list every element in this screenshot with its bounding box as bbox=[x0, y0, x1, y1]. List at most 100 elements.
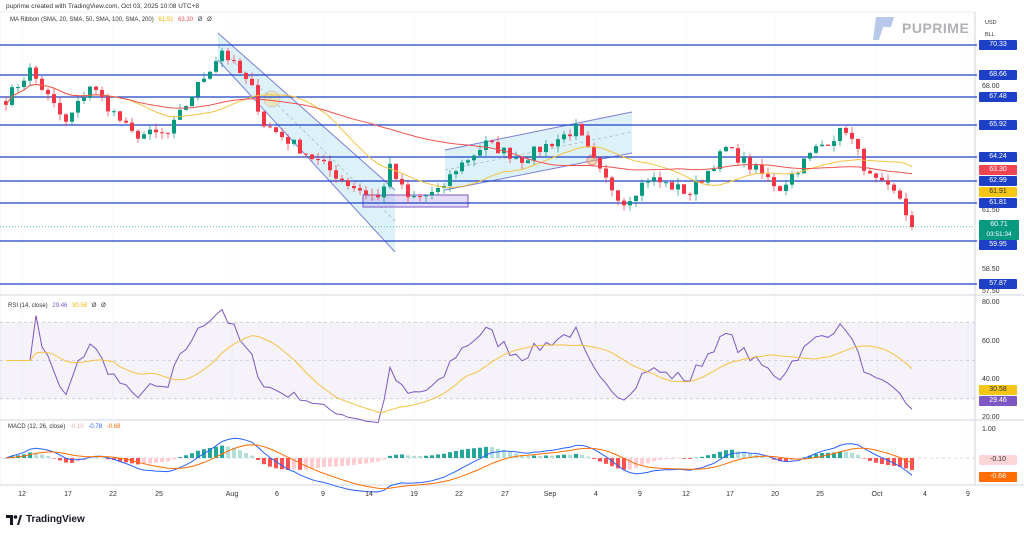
level-tag: 59.95 bbox=[979, 240, 1017, 250]
macd-histogram-bar bbox=[802, 457, 806, 458]
candle-down bbox=[778, 186, 782, 192]
macd-histogram-bar bbox=[34, 452, 38, 458]
time-axis-label: 27 bbox=[501, 491, 509, 498]
candle-up bbox=[28, 67, 32, 81]
rsi-tag: 29.46 bbox=[979, 396, 1017, 406]
candle-down bbox=[520, 157, 524, 163]
macd-histogram-bar bbox=[178, 457, 182, 458]
candle-up bbox=[412, 195, 416, 198]
macd-histogram-bar bbox=[94, 457, 98, 459]
macd-histogram-bar bbox=[904, 458, 908, 469]
candle-down bbox=[772, 177, 776, 187]
candle-down bbox=[406, 184, 410, 198]
macd-histogram-bar bbox=[376, 458, 380, 462]
macd-histogram-bar bbox=[910, 458, 914, 471]
time-axis-label: Sep bbox=[543, 491, 557, 498]
candle-up bbox=[460, 162, 464, 172]
time-axis-label: 9 bbox=[321, 491, 325, 498]
macd-legend[interactable]: MACD (12, 26, close) -0.10 -0.78 -0.68 bbox=[8, 424, 120, 430]
rsi-axis-label: 40.00 bbox=[982, 376, 1000, 383]
candle-up bbox=[562, 134, 566, 140]
candle-down bbox=[376, 195, 380, 198]
macd-histogram-bar bbox=[418, 455, 422, 458]
macd-histogram-bar bbox=[124, 458, 128, 463]
candle-down bbox=[598, 157, 602, 169]
macd-histogram-bar bbox=[448, 452, 452, 458]
candle-down bbox=[4, 101, 8, 105]
macd-histogram-bar bbox=[196, 450, 200, 458]
candle-up bbox=[472, 155, 476, 161]
macd-histogram-bar bbox=[502, 449, 506, 458]
time-axis-label: 20 bbox=[771, 491, 779, 498]
macd-histogram-bar bbox=[310, 458, 314, 469]
ma-ribbon-legend[interactable]: MA Ribbon (SMA, 20, SMA, 50, SMA, 100, S… bbox=[10, 17, 212, 23]
macd-histogram-bar bbox=[52, 458, 56, 459]
currency-unit[interactable]: USD BLL bbox=[985, 17, 997, 41]
macd-histogram-bar bbox=[748, 453, 752, 458]
candle-up bbox=[454, 171, 458, 175]
candle-down bbox=[538, 146, 542, 153]
candle-down bbox=[580, 123, 584, 136]
time-axis-label: Oct bbox=[871, 491, 883, 498]
macd-histogram-bar bbox=[556, 455, 560, 458]
macd-histogram-bar bbox=[208, 447, 212, 458]
candle-down bbox=[106, 97, 110, 112]
level-tag: 64.24 bbox=[979, 152, 1017, 162]
macd-histogram-bar bbox=[520, 455, 524, 458]
macd-histogram-bar bbox=[346, 458, 350, 466]
macd-histogram-bar bbox=[184, 455, 188, 458]
level-tag: 68.66 bbox=[979, 70, 1017, 80]
candle-down bbox=[844, 127, 848, 133]
macd-histogram-bar bbox=[706, 455, 710, 458]
ma50-tag: 63.30 bbox=[979, 165, 1017, 175]
rsi-legend[interactable]: RSI (14, close) 29.46 30.58 Ø Ø bbox=[8, 303, 106, 309]
macd-histogram-bar bbox=[46, 456, 50, 458]
macd-histogram-bar bbox=[646, 458, 650, 464]
candle-down bbox=[910, 215, 914, 228]
descending-channel-lower bbox=[217, 59, 396, 253]
macd-histogram-bar bbox=[898, 458, 902, 467]
macd-histogram-bar bbox=[340, 458, 344, 466]
macd-histogram-bar bbox=[364, 458, 368, 464]
macd-hist-value: -0.10 bbox=[70, 424, 84, 430]
candle-down bbox=[766, 174, 770, 178]
candle-down bbox=[658, 177, 662, 183]
candle-up bbox=[22, 80, 26, 88]
rsi-v4: Ø bbox=[101, 303, 106, 309]
candle-up bbox=[88, 86, 92, 98]
tradingview-footer: TradingView bbox=[6, 514, 85, 525]
candle-up bbox=[388, 163, 392, 187]
candle-down bbox=[118, 111, 122, 121]
candle-down bbox=[904, 198, 908, 216]
macd-histogram-bar bbox=[106, 458, 110, 460]
candle-up bbox=[292, 139, 296, 144]
time-axis-label: Aug bbox=[225, 491, 239, 498]
macd-histogram-bar bbox=[742, 451, 746, 458]
candle-down bbox=[262, 111, 266, 127]
chart-credit: puprime created with TradingView.com, Oc… bbox=[6, 3, 199, 10]
candle-down bbox=[34, 67, 38, 79]
macd-histogram-bar bbox=[160, 458, 164, 463]
candle-down bbox=[418, 195, 422, 197]
candle-down bbox=[616, 190, 620, 201]
macd-histogram-bar bbox=[598, 458, 602, 462]
level-tag: 57.87 bbox=[979, 279, 1017, 289]
macd-histogram-bar bbox=[640, 458, 644, 466]
candle-down bbox=[316, 159, 320, 161]
macd-histogram-bar bbox=[760, 456, 764, 458]
macd-histogram-bar bbox=[352, 458, 356, 465]
macd-histogram-bar bbox=[544, 455, 548, 458]
candle-up bbox=[724, 147, 728, 152]
ma-legend-label: MA Ribbon (SMA, 20, SMA, 50, SMA, 100, S… bbox=[10, 17, 154, 23]
candle-up bbox=[628, 201, 632, 206]
candle-down bbox=[280, 131, 284, 138]
macd-histogram-bar bbox=[262, 458, 266, 465]
macd-histogram-bar bbox=[88, 458, 92, 459]
time-axis-label: 9 bbox=[638, 491, 642, 498]
candle-up bbox=[574, 123, 578, 137]
candle-down bbox=[622, 200, 626, 206]
last-price: 60.71 bbox=[990, 221, 1008, 228]
candle-down bbox=[166, 132, 170, 134]
tradingview-logo-icon bbox=[6, 514, 22, 525]
